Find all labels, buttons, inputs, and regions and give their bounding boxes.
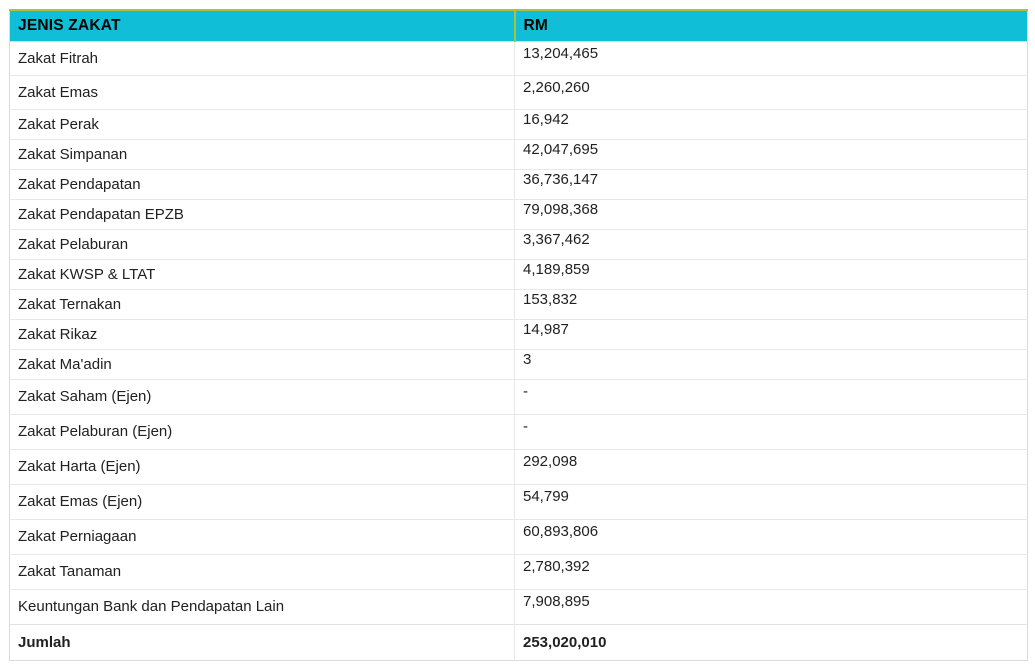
value-text: 60,893,806: [523, 523, 599, 540]
table-row: Zakat Emas 2,260,260: [9, 74, 1028, 109]
table-row: Zakat Pelaburan 3,367,462: [9, 228, 1028, 259]
value-text: 3: [523, 350, 532, 368]
value-text: 79,098,368: [523, 200, 599, 218]
value-text: 153,832: [523, 290, 578, 308]
zakat-table: JENIS ZAKAT RM Zakat Fitrah 13,204,465 Zak…: [9, 9, 1028, 661]
row-value: 13,204,465: [515, 41, 1028, 75]
row-value: -: [514, 413, 1028, 449]
total-label: Jumlah: [9, 623, 515, 660]
row-label: Zakat Ternakan: [9, 288, 515, 319]
table-row: Zakat Perniagaan 60,893,806: [9, 518, 1028, 554]
table-row: Zakat Emas (Ejen) 54,799: [9, 483, 1028, 519]
row-label: Zakat Rikaz: [9, 318, 515, 349]
value-text: 4,189,859: [523, 260, 590, 278]
value-text: -: [523, 418, 528, 435]
table-row: Zakat Ma'adin 3: [9, 348, 1028, 379]
table-row: Zakat Rikaz 14,987: [9, 318, 1028, 349]
table-row: Zakat Pendapatan EPZB 79,098,368: [9, 198, 1028, 229]
table-row: Keuntungan Bank dan Pendapatan Lain 7,908…: [9, 588, 1028, 624]
row-value: 14,987: [514, 318, 1028, 349]
total-value: 253,020,010: [514, 623, 1028, 660]
row-label: Zakat Pelaburan (Ejen): [9, 413, 515, 449]
value-text: 42,047,695: [523, 140, 599, 158]
table-row: Zakat Pelaburan (Ejen) -: [9, 413, 1028, 449]
row-value: 3: [514, 348, 1028, 379]
row-value: 4,189,859: [514, 258, 1028, 289]
column-header-jenis-zakat: JENIS ZAKAT: [9, 10, 515, 42]
row-label: Zakat Perniagaan: [9, 518, 515, 554]
row-value: 79,098,368: [514, 198, 1028, 229]
table-row: Zakat Pendapatan 36,736,147: [9, 168, 1028, 199]
table-body: Zakat Fitrah 13,204,465 Zakat Emas 2,260,26…: [9, 41, 1028, 660]
row-value: 42,047,695: [514, 138, 1028, 169]
row-value: 7,908,895: [514, 588, 1028, 624]
row-value: 292,098: [514, 448, 1028, 484]
row-label: Zakat Pelaburan: [9, 228, 515, 259]
row-label: Zakat Tanaman: [9, 553, 515, 589]
header-row: JENIS ZAKAT RM: [9, 10, 1028, 42]
table-row: Zakat Fitrah 13,204,465: [9, 41, 1028, 75]
row-label: Zakat Harta (Ejen): [9, 448, 515, 484]
row-label: Zakat Fitrah: [9, 41, 515, 75]
row-value: 54,799: [514, 483, 1028, 519]
total-row: Jumlah 253,020,010: [9, 623, 1028, 660]
row-label: Zakat Emas: [9, 74, 515, 109]
table-row: Zakat Perak 16,942: [9, 108, 1028, 139]
value-text: 292,098: [523, 453, 578, 470]
row-label: Zakat Pendapatan EPZB: [9, 198, 515, 229]
row-value: 3,367,462: [514, 228, 1028, 259]
row-value: 2,780,392: [514, 553, 1028, 589]
value-text: 2,780,392: [523, 558, 590, 575]
value-text: 2,260,260: [523, 78, 590, 96]
value-text: 16,942: [523, 110, 569, 128]
row-value: 36,736,147: [514, 168, 1028, 199]
row-label: Zakat Ma'adin: [9, 348, 515, 379]
table-header: JENIS ZAKAT RM: [9, 10, 1028, 42]
table-row: Zakat Tanaman 2,780,392: [9, 553, 1028, 589]
table-row: Zakat Saham (Ejen) -: [9, 378, 1028, 414]
row-value: 153,832: [514, 288, 1028, 319]
value-text: 7,908,895: [523, 593, 590, 610]
column-header-rm: RM: [513, 10, 1028, 42]
row-label: Zakat Saham (Ejen): [9, 378, 515, 414]
table-row: Zakat KWSP & LTAT 4,189,859: [9, 258, 1028, 289]
value-text: 36,736,147: [523, 170, 599, 188]
row-label: Zakat KWSP & LTAT: [9, 258, 515, 289]
value-text: 54,799: [523, 488, 569, 505]
row-label: Zakat Emas (Ejen): [9, 483, 515, 519]
value-text: 3,367,462: [523, 230, 590, 248]
value-text: 253,020,010: [523, 633, 607, 651]
table-row: Zakat Simpanan 42,047,695: [9, 138, 1028, 169]
row-label: Zakat Simpanan: [9, 138, 515, 169]
table-row: Zakat Ternakan 153,832: [9, 288, 1028, 319]
row-value: 2,260,260: [514, 74, 1028, 109]
row-label: Zakat Pendapatan: [9, 168, 515, 199]
value-text: 14,987: [523, 320, 569, 338]
value-text: -: [523, 383, 528, 400]
row-value: 16,942: [514, 108, 1028, 139]
table-row: Zakat Harta (Ejen) 292,098: [9, 448, 1028, 484]
row-value: 60,893,806: [514, 518, 1028, 554]
row-label: Zakat Perak: [9, 108, 515, 139]
value-text: 13,204,465: [523, 44, 599, 62]
row-label: Keuntungan Bank dan Pendapatan Lain: [9, 588, 515, 624]
row-value: -: [514, 378, 1028, 414]
